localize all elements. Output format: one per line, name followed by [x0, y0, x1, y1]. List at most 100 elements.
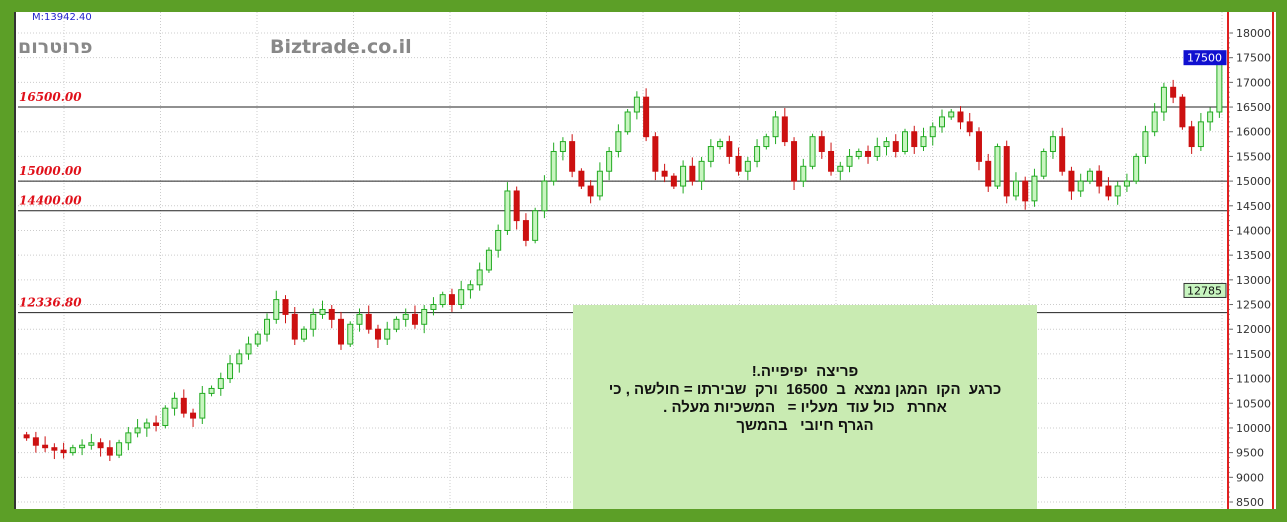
candle-up [606, 150, 613, 172]
candle-up [236, 353, 243, 365]
price-tag [1183, 50, 1227, 66]
candle-up [384, 328, 391, 340]
candle-down [180, 397, 187, 414]
candlestick-chart: 8500 9000 9500 10000 10500 11000 11500 12000 125… [14, 12, 1276, 509]
candle-up [208, 387, 215, 394]
candle-down [1179, 96, 1186, 128]
candle-up [199, 392, 206, 419]
candle-up [88, 442, 95, 446]
candle-down [51, 447, 58, 451]
candle-up [347, 323, 354, 345]
candle-up [809, 136, 816, 167]
candle-up [1077, 180, 1084, 192]
candle-down [689, 165, 696, 182]
candle-down [652, 136, 659, 172]
candle-down [828, 150, 835, 172]
candle-up [633, 96, 640, 113]
candle-up [1160, 86, 1167, 113]
candle-down [153, 422, 160, 426]
candle-down [818, 136, 825, 152]
candle-down [190, 412, 197, 419]
candle-up [541, 180, 548, 212]
site-watermark: Biztrade.co.il [270, 36, 412, 58]
candle-down [781, 116, 788, 143]
candle-down [97, 442, 104, 449]
candle-down [865, 150, 872, 157]
y-tick-label: 11000 [1236, 373, 1271, 386]
y-tick-label: 9500 [1236, 447, 1264, 460]
candle-up [1123, 180, 1130, 187]
annotation-line: כרגע הקו המגן נמצא ב 16500 ורק שבירתו = … [608, 381, 1002, 398]
candle-down [1022, 180, 1029, 202]
candle-up [559, 141, 566, 152]
candle-up [134, 427, 141, 434]
candle-down [966, 121, 973, 133]
y-tick-label: 10000 [1236, 422, 1271, 435]
y-tick-label: 10500 [1236, 397, 1271, 410]
y-tick-label: 12500 [1236, 299, 1271, 312]
candle-up [495, 229, 502, 251]
candle-up [162, 407, 169, 426]
candle-up [476, 269, 483, 286]
candle-up [1142, 131, 1149, 157]
candle-down [661, 170, 668, 177]
candle-up [744, 160, 751, 172]
candle-up [393, 318, 400, 330]
y-tick-label: 12000 [1236, 323, 1271, 336]
candle-up [1207, 111, 1214, 123]
candle-up [680, 165, 687, 187]
y-tick-label: 15500 [1236, 150, 1271, 163]
candle-up [763, 136, 770, 148]
candle-up [421, 308, 428, 325]
candle-up [116, 442, 123, 456]
candle-down [106, 447, 113, 456]
candle-up [837, 165, 844, 172]
candle-up [171, 397, 178, 409]
y-tick-label: 8500 [1236, 496, 1264, 509]
candle-up [430, 304, 437, 310]
candle-down [1188, 126, 1195, 148]
m-value-label: M:13942.40 [32, 12, 92, 23]
candle-up [217, 378, 224, 389]
candle-up [929, 126, 936, 138]
y-tick-label: 16500 [1236, 101, 1271, 114]
price-tag [1183, 282, 1227, 298]
candle-up [1216, 62, 1223, 113]
candle-down [1170, 86, 1177, 98]
candle-down [726, 141, 733, 157]
candle-down [735, 155, 742, 172]
candle-down [985, 160, 992, 187]
candle-up [1012, 180, 1019, 197]
candle-up [301, 328, 308, 340]
candle-up [948, 111, 955, 118]
candle-down [911, 131, 918, 148]
candle-up [227, 363, 234, 380]
price-tag-label: 17500 [1187, 52, 1222, 65]
candle-up [698, 160, 705, 182]
candle-up [855, 150, 862, 157]
candle-up [883, 141, 890, 148]
candle-up [920, 136, 927, 148]
candle-down [1068, 170, 1075, 192]
candle-up [504, 190, 511, 231]
candle-down [365, 313, 372, 330]
candle-down [957, 111, 964, 123]
candle-down [791, 141, 798, 182]
annotation-line: אחרת כול עוד מעליו = המשכיות מעלה . [663, 399, 947, 416]
candle-down [328, 308, 335, 320]
annotation-line: הגרף חיובי בהמשך [736, 417, 874, 434]
candle-up [550, 150, 557, 182]
candle-up [624, 111, 631, 133]
candle-up [1049, 136, 1056, 152]
candle-up [79, 444, 86, 449]
candle-up [254, 333, 261, 345]
candle-down [1059, 136, 1066, 172]
candle-up [245, 343, 252, 355]
candle-up [467, 284, 474, 291]
candle-up [754, 146, 761, 162]
candle-down [1105, 185, 1112, 197]
y-tick-label: 17500 [1236, 52, 1271, 65]
candle-up [938, 116, 945, 128]
level-label: 12336.80 [19, 296, 82, 310]
y-tick-label: 14000 [1236, 224, 1271, 237]
